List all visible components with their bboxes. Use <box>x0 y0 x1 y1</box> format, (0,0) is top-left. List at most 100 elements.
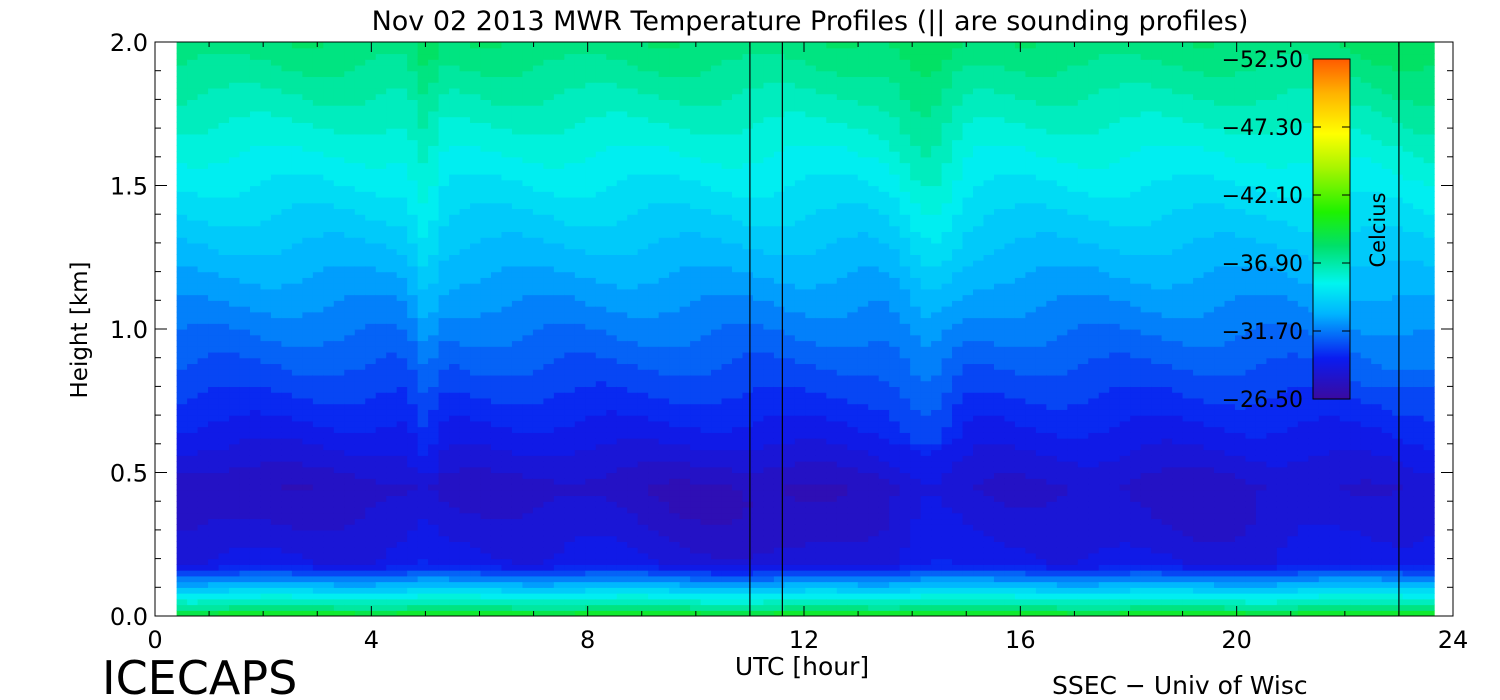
heatmap-cell <box>270 145 283 152</box>
heatmap-cell <box>595 271 607 278</box>
heatmap-cell <box>553 483 565 491</box>
heatmap-cell <box>449 283 461 290</box>
heatmap-cell <box>648 116 660 123</box>
heatmap-cell <box>249 59 262 66</box>
heatmap-cell <box>312 47 324 55</box>
heatmap-cell <box>470 254 482 261</box>
heatmap-cell <box>690 483 702 491</box>
heatmap-cell <box>606 334 618 342</box>
heatmap-cell <box>281 369 293 376</box>
heatmap-cell <box>553 145 565 152</box>
heatmap-cell <box>522 265 534 273</box>
heatmap-cell <box>365 116 377 123</box>
heatmap-cell <box>658 271 670 278</box>
heatmap-cell <box>606 351 618 359</box>
heatmap-cell <box>658 99 670 106</box>
heatmap-cell <box>218 294 230 301</box>
heatmap-cell <box>490 518 503 525</box>
heatmap-cell <box>449 472 461 479</box>
heatmap-cell <box>522 87 534 95</box>
heatmap-cell <box>438 438 450 445</box>
heatmap-cell <box>459 225 471 233</box>
heatmap-cell <box>229 489 241 497</box>
heatmap-cell <box>690 168 702 175</box>
heatmap-cell <box>270 162 283 169</box>
heatmap-cell <box>501 277 513 284</box>
heatmap-cell <box>595 340 607 347</box>
heatmap-cell <box>218 403 230 410</box>
heatmap-cell <box>407 420 419 428</box>
heatmap-cell <box>281 598 293 606</box>
heatmap-cell <box>291 128 303 135</box>
heatmap-cell <box>637 575 649 583</box>
heatmap-cell <box>438 397 450 405</box>
heatmap-cell <box>449 248 461 255</box>
heatmap-cell <box>585 598 597 606</box>
heatmap-cell <box>407 449 419 456</box>
heatmap-cell <box>386 202 398 210</box>
heatmap-cell <box>386 156 398 164</box>
heatmap-cell <box>270 260 283 267</box>
heatmap-cell <box>333 535 345 542</box>
heatmap-cell <box>260 59 272 66</box>
heatmap-cell <box>532 455 544 462</box>
heatmap-cell <box>627 363 639 370</box>
heatmap-cell <box>669 363 681 370</box>
heatmap-cell <box>553 386 565 393</box>
heatmap-cell <box>281 99 293 106</box>
heatmap-cell <box>595 99 607 106</box>
heatmap-cell <box>606 202 618 210</box>
heatmap-cell <box>270 139 283 146</box>
heatmap-cell <box>480 357 492 365</box>
heatmap-cell <box>281 300 293 307</box>
heatmap-cell <box>490 294 503 301</box>
heatmap-cell <box>239 512 251 520</box>
heatmap-cell <box>648 409 660 416</box>
heatmap-cell <box>386 581 398 588</box>
heatmap-cell <box>501 283 513 290</box>
heatmap-cell <box>585 466 597 474</box>
heatmap-cell <box>595 432 607 439</box>
heatmap-cell <box>270 122 283 129</box>
heatmap-cell <box>511 208 524 215</box>
heatmap-cell <box>197 59 209 66</box>
heatmap-cell <box>522 552 534 560</box>
heatmap-cell <box>606 288 618 296</box>
heatmap-cell <box>302 552 314 560</box>
heatmap-cell <box>197 105 209 112</box>
heatmap-cell <box>585 145 597 152</box>
heatmap-cell <box>449 116 461 123</box>
heatmap-cell <box>270 541 283 548</box>
heatmap-cell <box>522 139 534 146</box>
heatmap-cell <box>229 432 241 439</box>
heatmap-cell <box>407 593 419 600</box>
heatmap-cell <box>606 357 618 365</box>
heatmap-cell <box>480 478 492 485</box>
heatmap-cell <box>470 70 482 78</box>
heatmap-cell <box>270 374 283 382</box>
heatmap-cell <box>386 598 398 606</box>
heatmap-cell <box>208 351 220 359</box>
heatmap-cell <box>511 237 524 244</box>
heatmap-cell <box>490 334 503 342</box>
heatmap-cell <box>627 47 639 55</box>
heatmap-cell <box>354 225 366 233</box>
heatmap-cell <box>333 64 345 72</box>
heatmap-cell <box>208 277 220 284</box>
heatmap-cell <box>585 495 597 502</box>
heatmap-cell <box>417 558 429 565</box>
heatmap-cell <box>407 116 419 123</box>
heatmap-cell <box>669 191 681 198</box>
heatmap-cell <box>543 219 555 227</box>
heatmap-cell <box>270 254 283 261</box>
heatmap-cell <box>658 219 670 227</box>
heatmap-cell <box>291 156 303 164</box>
heatmap-cell <box>470 139 482 146</box>
heatmap-cell <box>229 598 241 606</box>
heatmap-cell <box>637 145 649 152</box>
heatmap-cell <box>606 329 618 336</box>
heatmap-cell <box>176 334 188 342</box>
heatmap-cell <box>312 196 324 204</box>
heatmap-cell <box>669 351 681 359</box>
heatmap-cell <box>449 231 461 238</box>
